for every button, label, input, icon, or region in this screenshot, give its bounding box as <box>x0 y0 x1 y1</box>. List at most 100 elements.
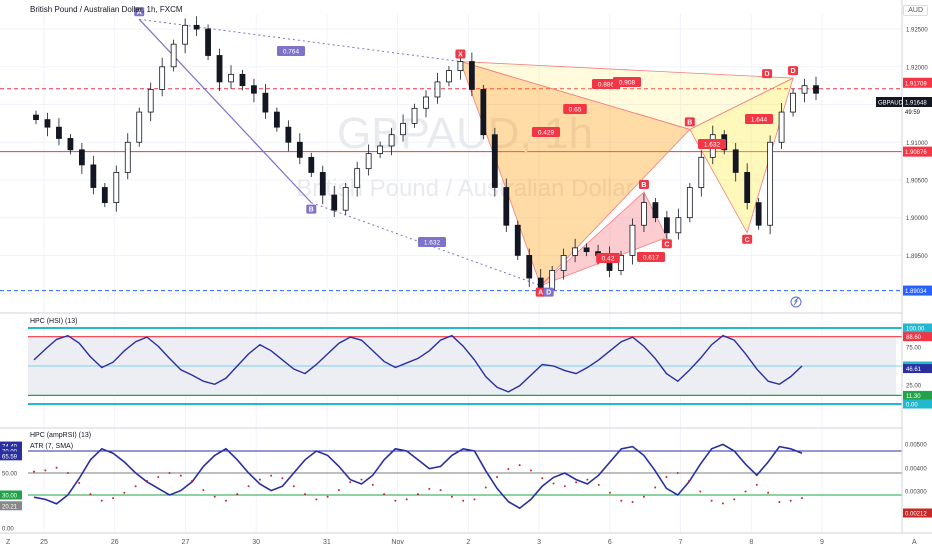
atr-dot <box>123 491 126 494</box>
ratio-tag: 0.42 <box>602 256 615 263</box>
atr-dot <box>563 485 566 488</box>
hsi-tick: 11.30 <box>906 394 921 400</box>
candle-body <box>744 172 751 204</box>
atr-dot <box>236 493 239 496</box>
tag-symbol: GBPAUD <box>878 101 904 107</box>
price-axis[interactable]: 1.925001.920001.915001.910001.905001.900… <box>901 0 932 533</box>
ratio-tag: 1.632 <box>424 240 441 247</box>
rsi-tick-bg <box>0 501 22 511</box>
candle-body <box>159 66 166 90</box>
atr-dot <box>699 490 702 493</box>
time-label: 2 <box>466 539 470 546</box>
rsi-tick: 50.00 <box>2 472 18 478</box>
atr-dot <box>439 489 442 492</box>
ratio-tag: 1.632 <box>704 142 721 149</box>
candle-body <box>33 114 39 121</box>
candle-body <box>182 24 189 45</box>
time-axis[interactable]: 25 26 27 30 31 Nov 2 3 6 7 8 9 Z A <box>0 532 932 550</box>
candle-body <box>526 255 533 279</box>
time-label: 8 <box>749 539 753 546</box>
hsi-tick: 46.61 <box>906 367 922 373</box>
point-x-bg <box>455 49 466 59</box>
rsi-tick-bg <box>0 441 22 451</box>
candle-body <box>457 61 464 71</box>
atr-dot <box>767 491 770 494</box>
ratio-tag-bg <box>277 46 305 56</box>
atr-dot <box>721 502 724 505</box>
atr-dot <box>654 486 657 489</box>
point-c1: C <box>664 241 669 248</box>
ratio-tag: 0.65 <box>569 107 582 114</box>
atr-dot <box>529 469 532 472</box>
candle-body <box>216 55 223 83</box>
atr-dot <box>89 493 92 496</box>
candle-body <box>239 73 246 87</box>
hsi-tick: 0.00 <box>906 403 918 409</box>
grid <box>0 14 932 532</box>
replay-icon[interactable] <box>790 296 802 308</box>
price-tags: 1.91709 GBPAUD 1.91648 49:59 1.90876 1.89034 <box>876 77 932 296</box>
atr-dot <box>191 479 194 482</box>
amprsi-title: HPC (ampRSI) (13) <box>30 432 92 439</box>
candle-body <box>813 85 819 94</box>
candle-body <box>572 247 579 256</box>
abcd-leg <box>138 18 312 204</box>
tag-level-mid-bg <box>903 146 932 157</box>
tag-level-low: 1.89034 <box>905 289 927 295</box>
abcd-ratio-line <box>139 18 461 63</box>
atr-dot <box>586 478 589 481</box>
hsi-tick-bg <box>903 364 932 374</box>
amprsi-line <box>33 443 803 510</box>
atr-dot <box>405 498 408 501</box>
candle-body <box>652 202 659 219</box>
atr-dot <box>179 474 182 477</box>
rsi-tick-bg <box>0 490 22 500</box>
ratio-tag: 0.617 <box>643 255 660 262</box>
atr-tick-bg <box>903 508 932 518</box>
rsi-tick: 30.00 <box>2 494 18 500</box>
atr-dot <box>55 466 58 469</box>
tag-countdown: 49:59 <box>905 110 921 116</box>
atr-dot <box>450 495 453 498</box>
atr-dot <box>518 464 521 467</box>
atr-dot <box>281 477 284 480</box>
atr-title: ATR (7, SMA) <box>30 443 74 450</box>
candle-body <box>377 145 384 154</box>
candle-body <box>767 141 774 226</box>
tag-level-mid: 1.90876 <box>905 150 927 156</box>
candle-body <box>549 270 556 290</box>
candle-body <box>388 134 395 147</box>
hsi-title: HPC (HSI) (13) <box>30 318 78 325</box>
atr-dot <box>642 495 645 498</box>
candle-body <box>446 70 452 83</box>
harmonic-patterns[interactable] <box>138 18 795 287</box>
hsi-panel[interactable] <box>28 327 902 405</box>
candle-body <box>285 126 292 143</box>
candle-body <box>801 85 808 94</box>
ratio-tag-bg <box>532 127 560 137</box>
candle-body <box>434 81 441 98</box>
atr-dot <box>665 475 668 478</box>
tag-level-top-bg <box>903 77 932 88</box>
currency-badge[interactable]: AUD <box>903 5 928 16</box>
atr-dot <box>145 479 148 482</box>
point-a: A <box>538 290 543 297</box>
point-d1-bg <box>762 69 773 79</box>
candle-body <box>101 187 108 204</box>
atr-dot <box>552 482 555 485</box>
ratio-tag: 0.908 <box>619 80 636 87</box>
atr-dot <box>688 479 691 482</box>
candles[interactable] <box>33 16 819 297</box>
hsi-tick: 25.00 <box>906 384 922 390</box>
ratio-tag-bg <box>596 253 620 263</box>
atr-dot <box>270 474 273 477</box>
candle-body <box>732 149 739 173</box>
rsi-tick: 65.59 <box>2 454 18 460</box>
atr-dot <box>676 472 679 474</box>
atr-dot <box>383 493 386 496</box>
hsi-tick: 88.60 <box>906 335 922 341</box>
time-label: 9 <box>820 539 824 546</box>
